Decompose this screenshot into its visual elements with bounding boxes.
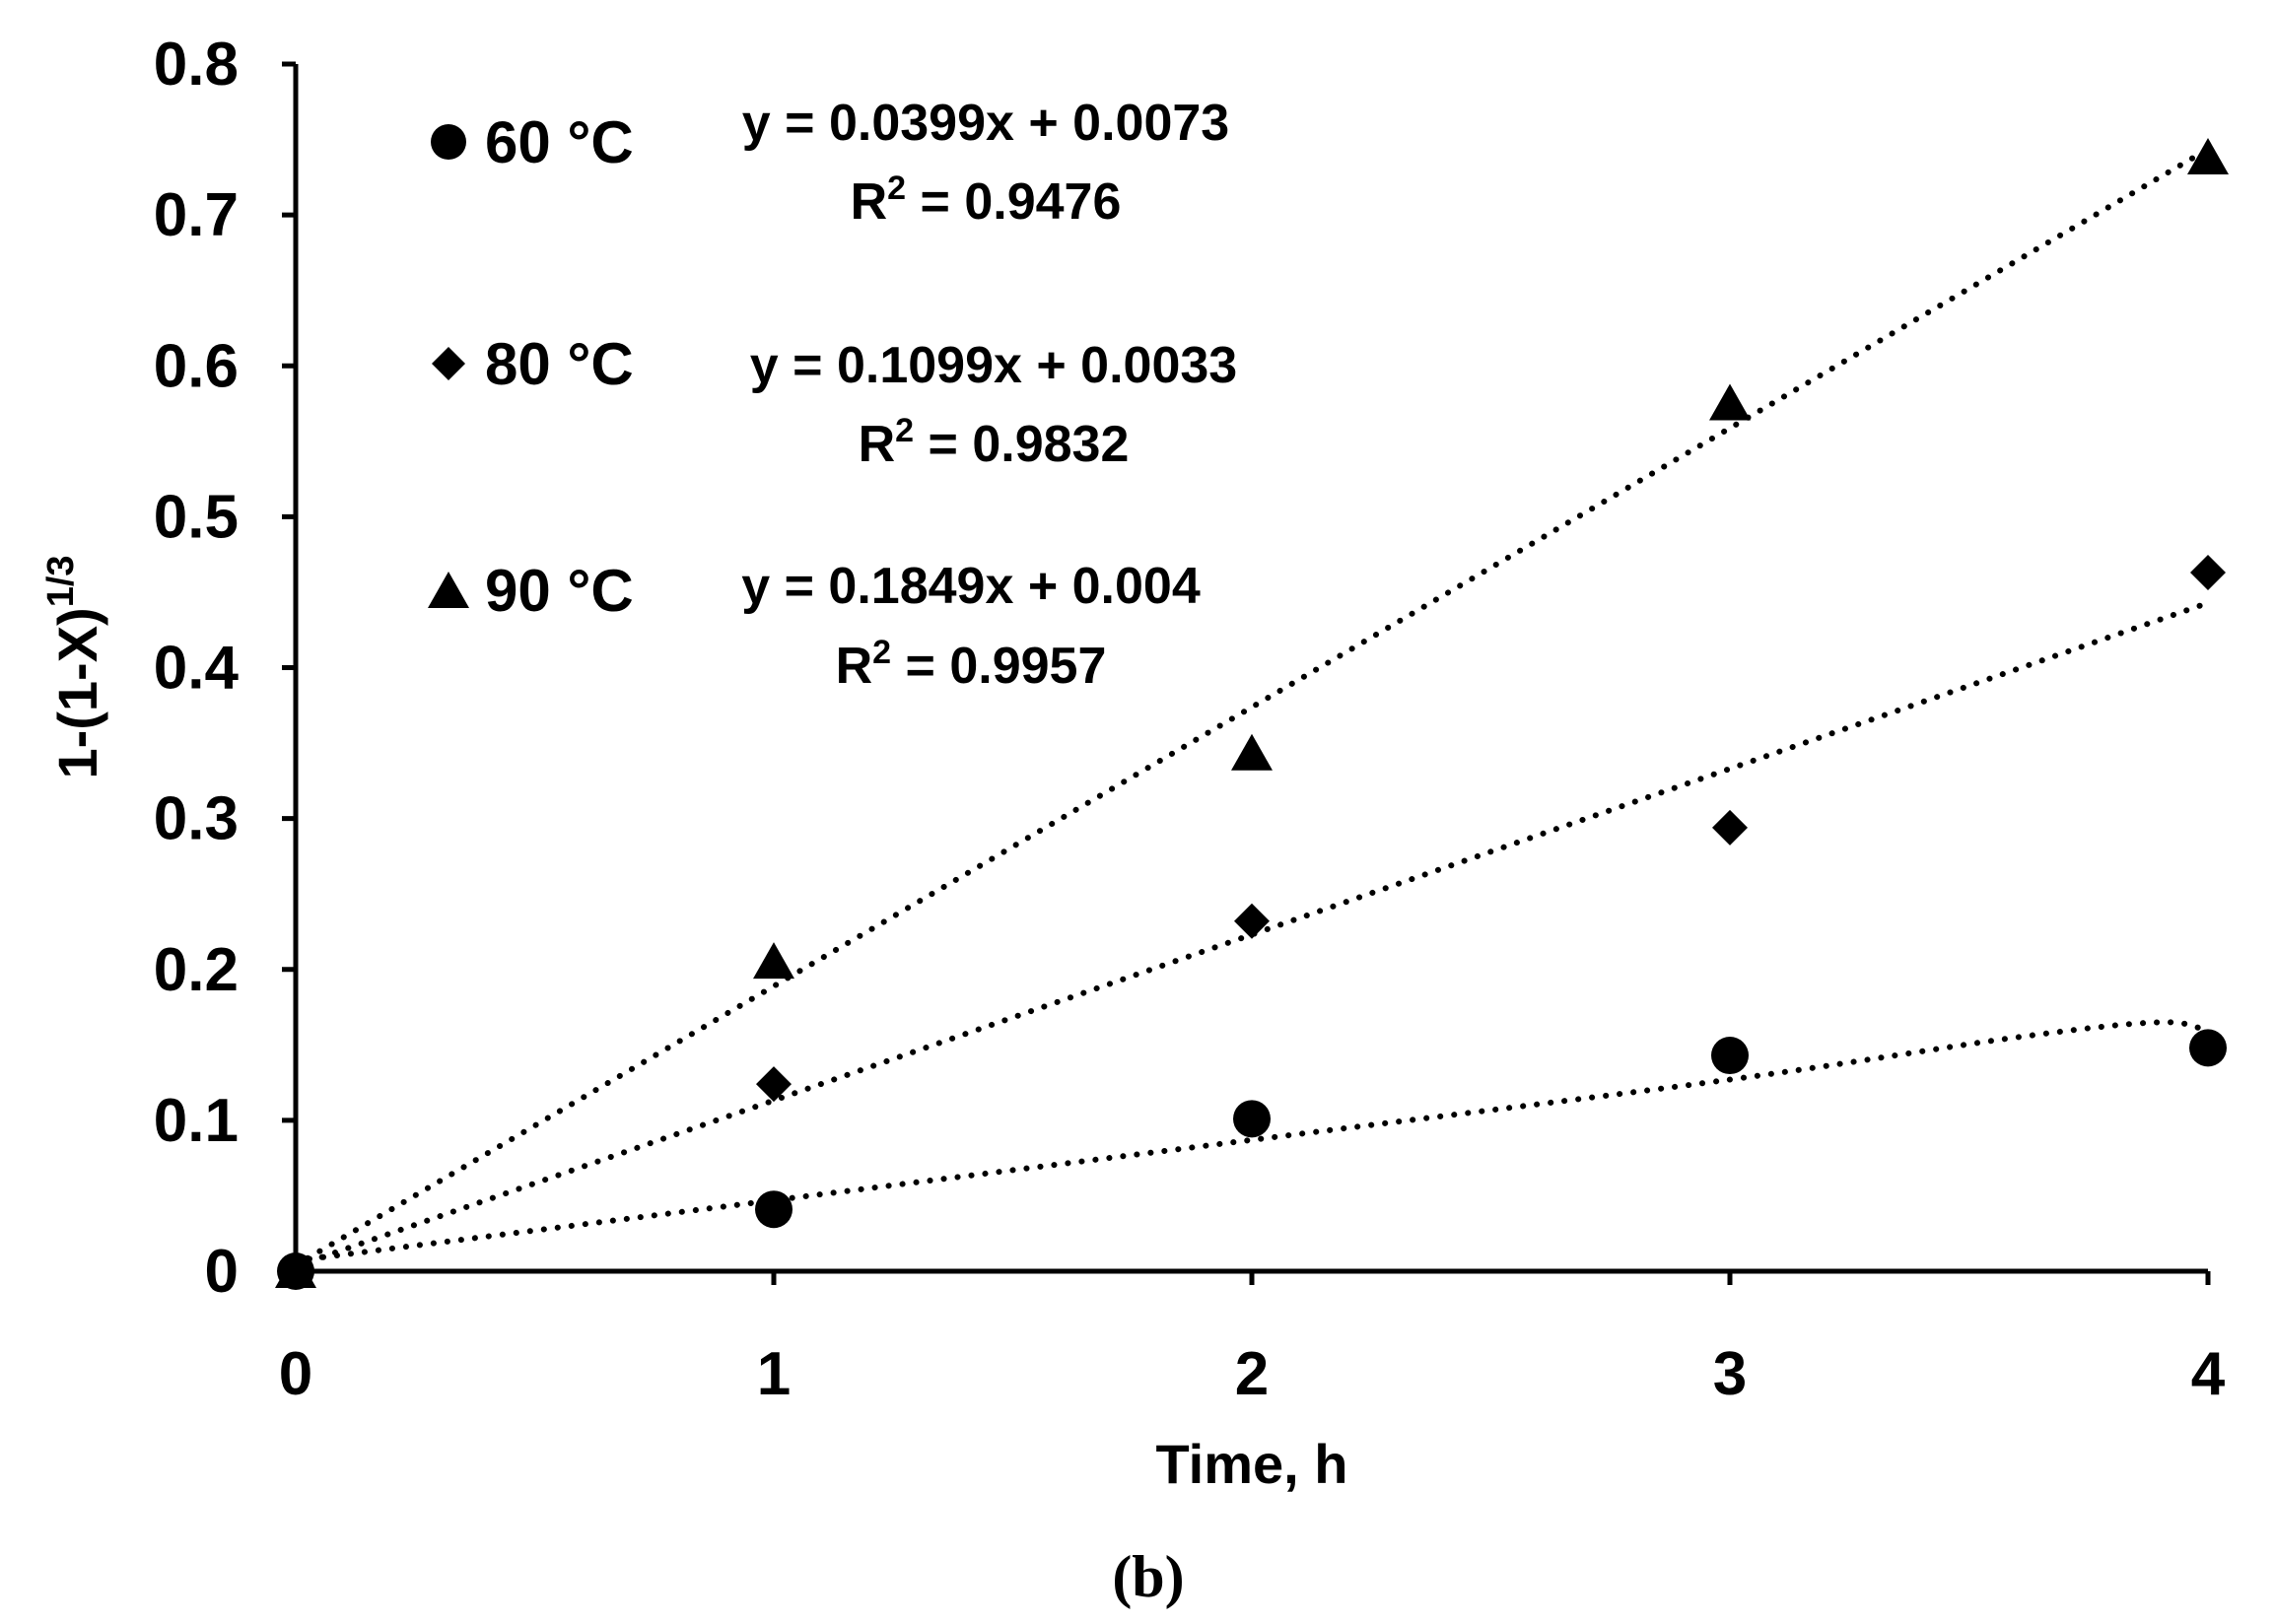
ticks: 0 0.1 0.2 0.3 0.4 0.5 0.6 0.7 0.8 0 1 2 3 4 [154,31,2226,1408]
y-axis-title: 1-(1-X)1/3 [40,555,108,778]
data-markers [275,137,2229,1290]
r2-value-60: = 0.9476 [906,173,1121,231]
triangle-point [275,1252,316,1288]
triangle-point [1709,383,1751,421]
triangle-point [1231,733,1273,771]
trendline-90 [293,146,2211,1268]
x-tick-label: 1 [757,1340,791,1408]
equation-60: y = 0.0399x + 0.0073 [742,95,1229,152]
x-tick-label: 4 [2191,1340,2226,1408]
x-tick-label: 3 [1713,1340,1747,1408]
legend-triangle-icon [428,572,469,608]
x-tick-label: 2 [1235,1340,1269,1408]
y-tick-label: 0.6 [154,332,239,400]
legend: 60 °C 80 °C 90 °C y = 0.0399x + 0.0073 R… [428,95,1237,695]
equation-90: y = 0.1849x + 0.004 [741,558,1201,615]
r2-prefix-60: R [851,173,888,231]
y-tick-label: 0.4 [154,635,240,703]
y-tick-label: 0.5 [154,483,239,551]
equation-80: y = 0.1099x + 0.0033 [750,337,1237,394]
r-squared-80: R2 = 0.9832 [859,412,1130,473]
diamond-point [1234,903,1270,939]
legend-label-80: 80 °C [485,331,634,397]
x-axis-title: Time, h [1155,1433,1347,1495]
trendline-60 [293,1019,2211,1264]
diamond-point [1712,809,1748,846]
triangle-point [2187,137,2229,174]
r2-value-80: = 0.9832 [914,416,1129,473]
legend-label-90: 90 °C [485,558,634,624]
y-tick-label: 0.1 [154,1087,239,1155]
y-tick-label: 0.2 [154,936,239,1004]
x-tick-label: 0 [279,1340,312,1408]
axes [293,64,2208,1274]
r-squared-90: R2 = 0.9957 [836,634,1107,695]
r2-prefix-90: R [836,638,873,695]
legend-label-60: 60 °C [485,109,634,175]
r2-sup-90: 2 [872,634,891,671]
circle-point [2189,1029,2227,1067]
diamond-point [2190,555,2226,591]
circle-point [1233,1100,1271,1138]
r2-sup-80: 2 [895,412,914,449]
legend-circle-icon [431,124,466,160]
r2-sup-60: 2 [887,169,906,207]
r2-prefix-80: R [859,416,896,473]
circle-point [755,1190,793,1229]
y-tick-label: 0.7 [154,181,239,249]
y-tick-label: 0 [205,1238,239,1306]
trendlines [293,146,2211,1269]
y-axis-title-sup: 1/3 [40,555,82,607]
legend-diamond-icon [432,347,465,380]
y-tick-label: 0.8 [154,31,239,99]
diamond-point [756,1066,792,1103]
r2-value-90: = 0.9957 [891,638,1106,695]
circle-point [1711,1037,1749,1075]
y-tick-label: 0.3 [154,785,239,853]
figure-caption: (b) [1112,1544,1184,1609]
r-squared-60: R2 = 0.9476 [851,169,1122,231]
triangle-point [753,942,794,980]
y-axis-title-main: 1-(1-X) [46,607,108,778]
